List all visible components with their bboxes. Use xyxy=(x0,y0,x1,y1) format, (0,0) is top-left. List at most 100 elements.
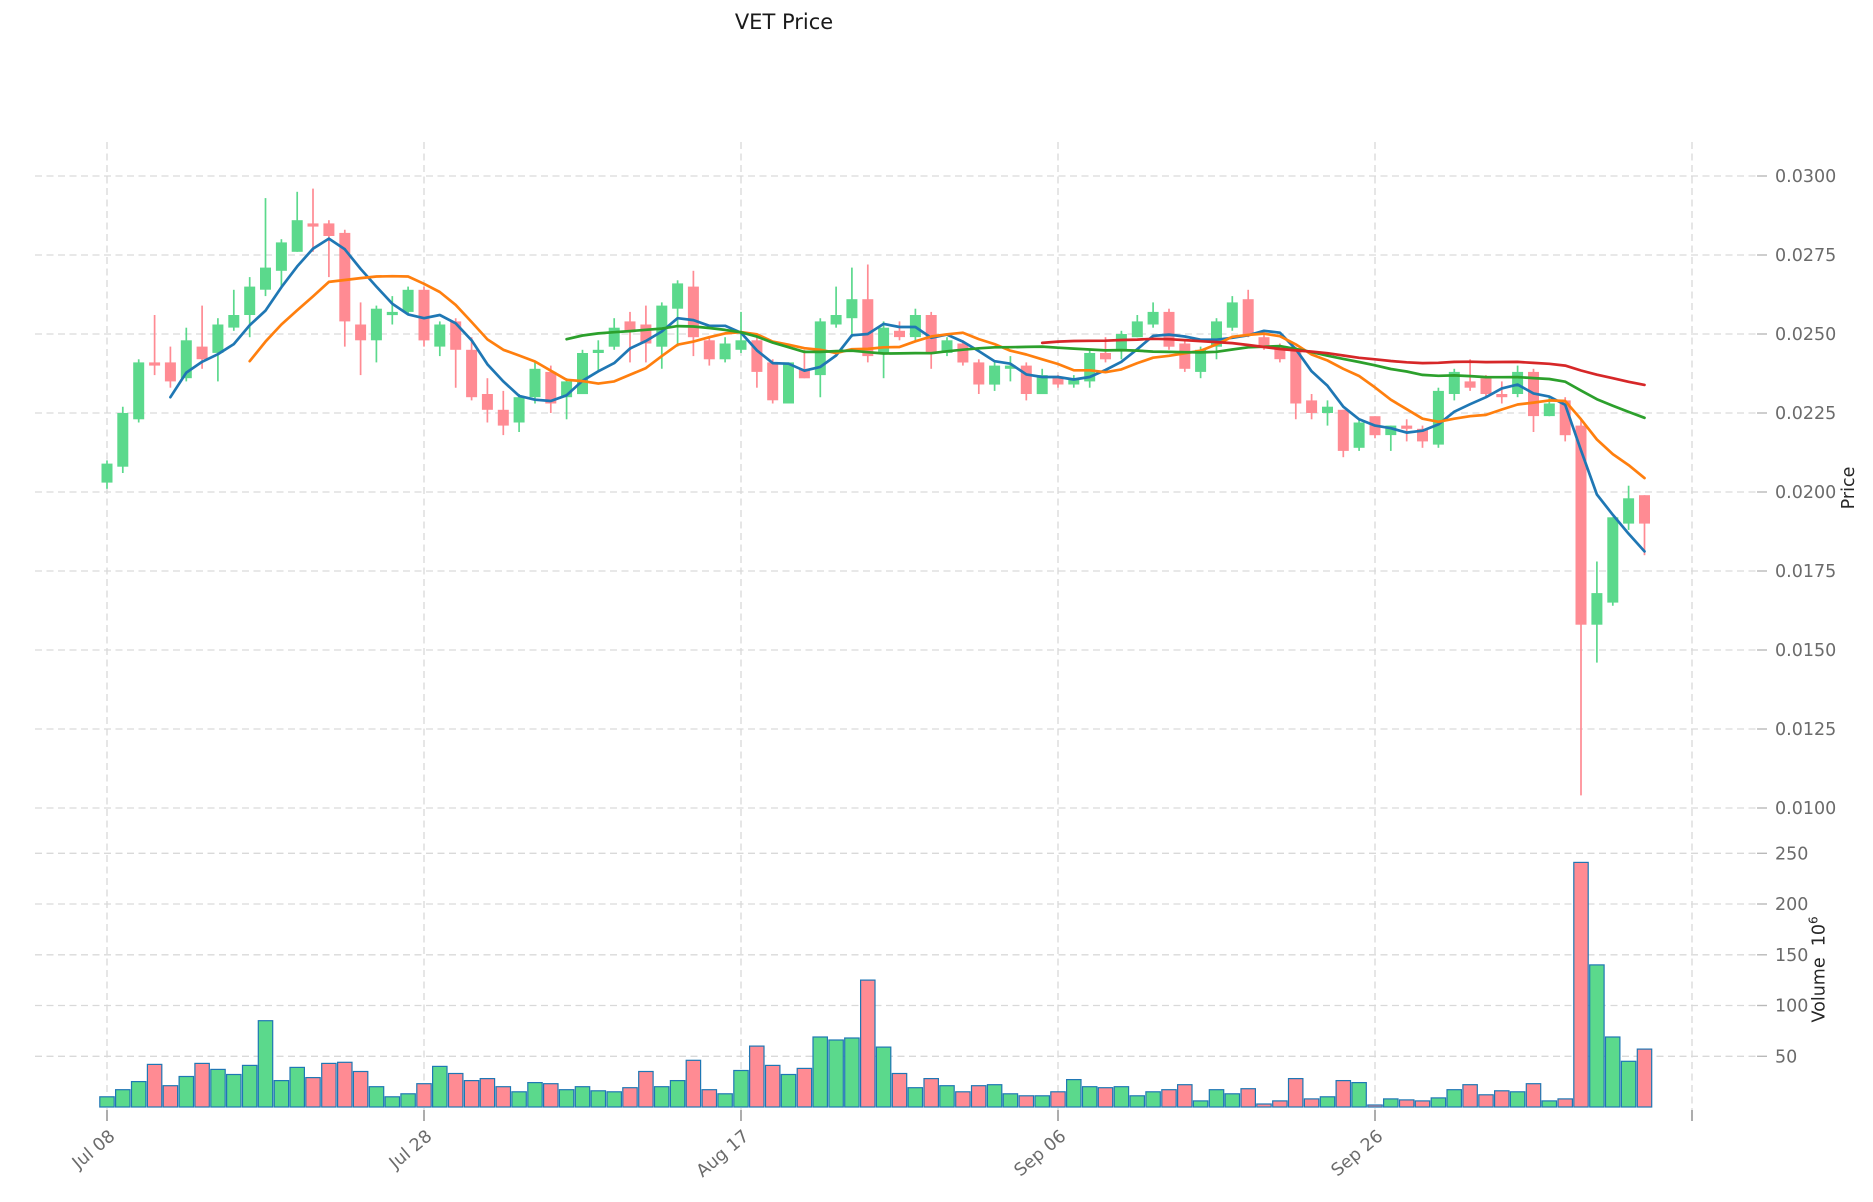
volume-bar xyxy=(273,1079,290,1108)
candle-body xyxy=(925,315,937,353)
candle-body xyxy=(1290,349,1302,404)
candle-body xyxy=(846,299,858,319)
candle-body xyxy=(339,232,351,322)
volume-bar xyxy=(748,1045,765,1108)
volume-bar xyxy=(875,1046,892,1108)
volume-bar xyxy=(99,1096,115,1108)
volume-bar xyxy=(289,1066,305,1108)
candle-body xyxy=(1543,403,1555,417)
candles xyxy=(101,188,1650,796)
ma-line-ma5 xyxy=(169,237,1646,553)
candle-body xyxy=(1417,428,1428,442)
volume-bar xyxy=(368,1086,385,1108)
candle-body xyxy=(719,343,731,360)
volume-bar xyxy=(1081,1086,1098,1108)
volume-bars xyxy=(99,861,1653,1108)
volume-bar xyxy=(970,1085,987,1108)
volume-bar xyxy=(1367,1104,1383,1108)
price-tick-label: 0.0200 xyxy=(1775,483,1836,503)
candle-body xyxy=(1448,371,1460,394)
date-tick-label: Aug 17 xyxy=(693,1127,753,1182)
volume-bar xyxy=(162,1085,179,1108)
volume-bar xyxy=(939,1085,955,1108)
volume-bar xyxy=(1335,1079,1352,1108)
volume-bar xyxy=(1224,1093,1241,1108)
candle-body xyxy=(1004,365,1016,369)
volume-bar xyxy=(210,1068,226,1108)
candle-body xyxy=(608,327,620,347)
candle-body xyxy=(370,308,382,341)
volume-bar xyxy=(1050,1091,1066,1108)
volume-bar xyxy=(1208,1089,1225,1108)
candle-body xyxy=(592,349,604,353)
volume-bar xyxy=(1161,1089,1177,1108)
volume-bar xyxy=(1145,1091,1161,1108)
candle-body xyxy=(561,381,573,398)
volume-bar xyxy=(1065,1078,1082,1108)
candle-body xyxy=(1512,371,1524,394)
volume-bar xyxy=(495,1086,512,1108)
volume-bar xyxy=(463,1079,480,1108)
volume-bar xyxy=(717,1093,733,1108)
candle-body xyxy=(133,362,145,420)
volume-bar xyxy=(447,1072,464,1108)
candle-body xyxy=(1100,353,1111,360)
price-tick-label: 0.0150 xyxy=(1775,641,1836,661)
candle-body xyxy=(355,324,367,341)
volume-bar xyxy=(337,1061,353,1108)
volume-bar xyxy=(114,1089,131,1108)
volume-bar xyxy=(986,1084,1003,1108)
date-tick-label: Sep 26 xyxy=(1328,1127,1387,1181)
candle-body xyxy=(624,321,636,331)
candle-body xyxy=(386,311,398,316)
candle-body xyxy=(1131,321,1143,338)
price-tick-label: 0.0275 xyxy=(1775,246,1836,266)
volume-bar xyxy=(653,1086,670,1108)
volume-bar xyxy=(1446,1089,1462,1108)
volume-bar xyxy=(1097,1087,1114,1108)
chart-title: VET Price xyxy=(734,10,834,34)
candle-body xyxy=(1179,343,1191,369)
candle-body xyxy=(418,289,430,341)
price-tick-label: 0.0175 xyxy=(1775,562,1836,582)
volume-bar xyxy=(1589,964,1605,1108)
candle-body xyxy=(878,327,890,353)
candle-body xyxy=(703,340,715,360)
volume-bar xyxy=(1493,1090,1510,1108)
candle-body xyxy=(1385,425,1397,436)
candle-body xyxy=(672,283,684,309)
moving-average-lines xyxy=(169,237,1646,553)
candle-body xyxy=(767,362,779,401)
volume-bar xyxy=(1398,1099,1415,1108)
volume-bar xyxy=(479,1077,496,1108)
volume-bar xyxy=(733,1069,749,1108)
candle-body xyxy=(307,223,319,227)
date-tick-label: Jul 28 xyxy=(385,1127,436,1174)
volume-bar xyxy=(511,1091,527,1108)
candle-body xyxy=(529,368,541,398)
candle-body xyxy=(260,267,271,290)
volume-bar xyxy=(305,1076,321,1108)
candle-body xyxy=(1337,409,1349,451)
candle-body xyxy=(1163,311,1175,347)
volume-bar xyxy=(384,1096,401,1108)
volume-bar xyxy=(194,1062,210,1108)
volume-bar xyxy=(1113,1086,1130,1108)
candle-body xyxy=(244,286,256,315)
candle-body xyxy=(196,346,208,360)
candle-body xyxy=(180,340,192,379)
candle-body xyxy=(323,223,335,236)
volume-bar xyxy=(828,1039,844,1108)
gridlines xyxy=(35,142,1757,1110)
volume-bar xyxy=(1351,1081,1367,1108)
candle-body xyxy=(1115,334,1127,350)
candle-body xyxy=(228,315,240,328)
volume-bar xyxy=(1287,1077,1304,1108)
volume-bar xyxy=(590,1090,607,1108)
volume-bar xyxy=(574,1086,591,1108)
volume-bar xyxy=(891,1072,908,1108)
candle-body xyxy=(545,371,557,404)
volume-bar xyxy=(1525,1083,1542,1108)
candle-body xyxy=(1147,311,1159,325)
price-tick-label: 0.0100 xyxy=(1775,799,1836,819)
